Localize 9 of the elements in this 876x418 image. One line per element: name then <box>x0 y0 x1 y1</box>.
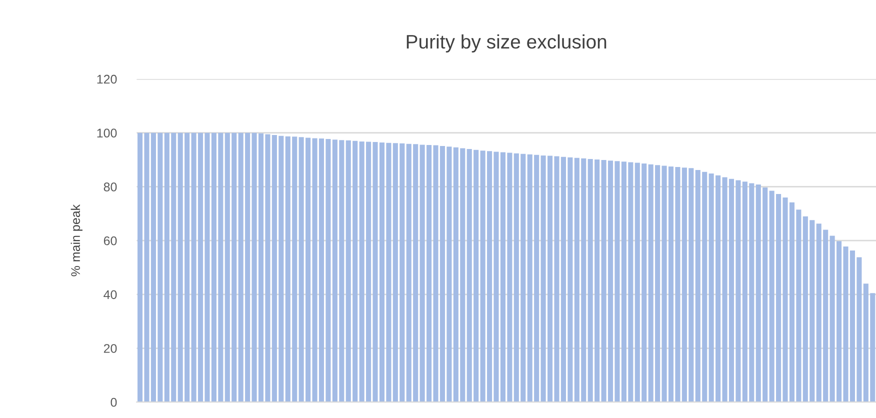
y-tick-label: 20 <box>104 344 117 353</box>
y-tick-label: 80 <box>104 182 117 192</box>
y-tick-label: 60 <box>104 236 117 246</box>
y-tick-label: 0 <box>110 398 117 407</box>
y-tick-label: 40 <box>104 290 117 300</box>
y-tick-label: 120 <box>97 74 117 84</box>
y-tick-label: 100 <box>97 128 117 138</box>
y-axis-title: % main peak <box>70 204 82 276</box>
chart-title: Purity by size exclusion <box>406 34 606 52</box>
